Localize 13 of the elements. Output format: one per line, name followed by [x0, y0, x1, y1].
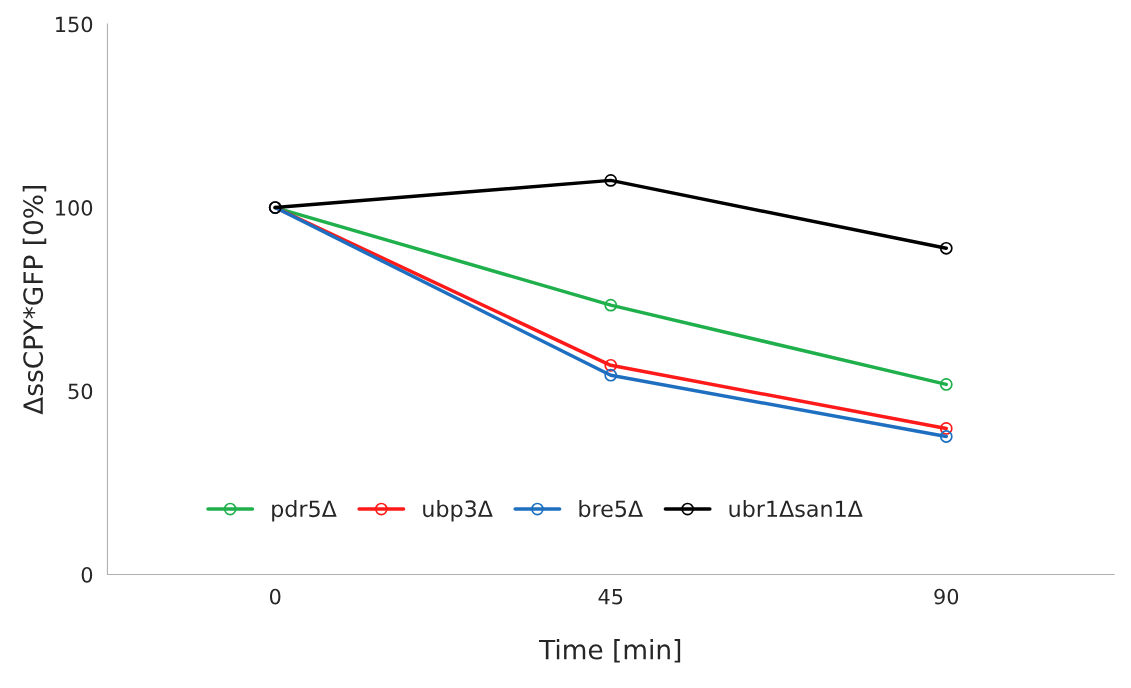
y-tick-label: 100	[56, 200, 93, 216]
legend-label: bre5Δ	[579, 499, 643, 518]
y-axis-title: ΔssCPY*GFP [0%]	[22, 186, 47, 415]
y-tick-label: 50	[68, 383, 93, 400]
x-axis-title: Time [min]	[539, 639, 681, 663]
y-tick-label: 0	[81, 566, 93, 583]
legend-label: ubr1Δsan1Δ	[729, 499, 863, 518]
legend-label: pdr5Δ	[272, 499, 337, 522]
x-tick-label: 0	[269, 588, 281, 605]
legend-label: ubp3Δ	[423, 499, 493, 522]
x-tick-label: 90	[934, 588, 959, 605]
y-tick-label: 150	[56, 16, 93, 33]
x-tick-label: 45	[598, 589, 623, 605]
